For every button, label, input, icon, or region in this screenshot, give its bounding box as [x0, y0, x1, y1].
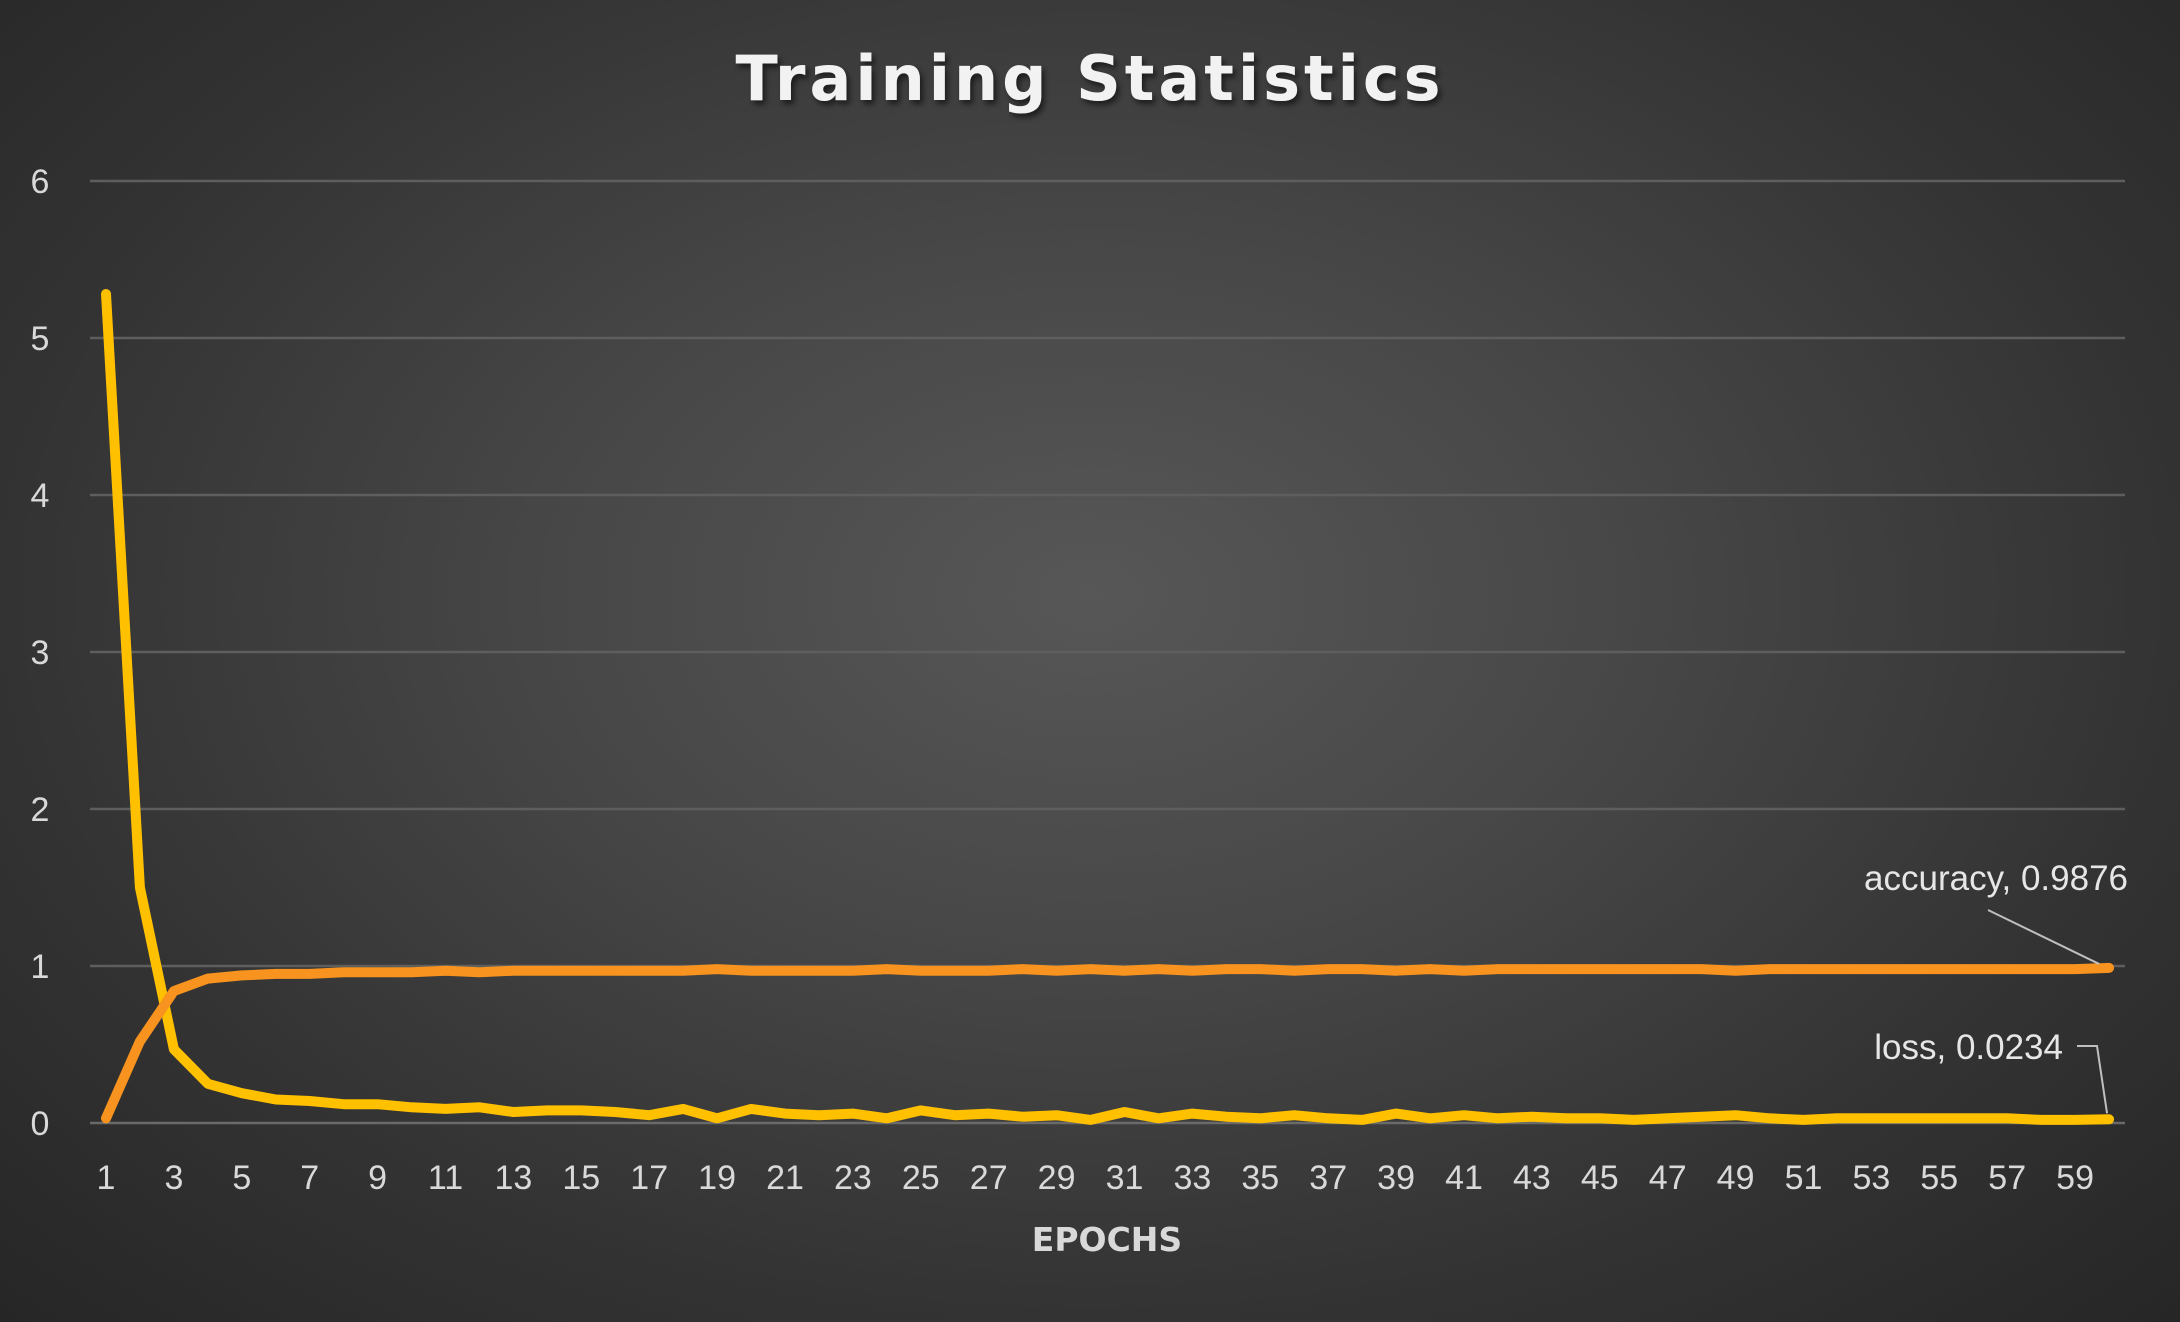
x-tick-label-9: 9 [368, 1159, 387, 1197]
x-tick-label-37: 37 [1309, 1159, 1347, 1197]
x-tick-label-5: 5 [232, 1159, 251, 1197]
x-tick-label-41: 41 [1445, 1159, 1483, 1197]
x-tick-label-15: 15 [562, 1159, 600, 1197]
y-tick-label-4: 4 [31, 477, 50, 515]
x-tick-label-51: 51 [1785, 1159, 1823, 1197]
series-lines [101, 289, 2115, 1125]
x-tick-label-17: 17 [630, 1159, 668, 1197]
loss-label-leader [2077, 1045, 2109, 1114]
x-tick-label-21: 21 [766, 1159, 804, 1197]
y-tick-label-5: 5 [31, 320, 50, 358]
x-tick-label-43: 43 [1513, 1159, 1551, 1197]
accuracy-data-label: accuracy, 0.9876 [1864, 859, 2128, 898]
y-axis-tick-labels: 0 1 2 3 4 5 6 [31, 163, 50, 1143]
x-tick-label-31: 31 [1106, 1159, 1144, 1197]
y-tick-label-1: 1 [31, 948, 50, 986]
x-tick-label-11: 11 [428, 1159, 463, 1197]
x-tick-label-27: 27 [970, 1159, 1008, 1197]
x-tick-label-25: 25 [902, 1159, 940, 1197]
x-tick-label-55: 55 [1920, 1159, 1958, 1197]
x-tick-label-57: 57 [1988, 1159, 2026, 1197]
accuracy-line [101, 962, 2115, 1124]
x-tick-label-59: 59 [2056, 1159, 2094, 1197]
loss-line [101, 289, 2115, 1125]
x-tick-label-29: 29 [1038, 1159, 1076, 1197]
x-tick-label-53: 53 [1852, 1159, 1890, 1197]
x-tick-label-1: 1 [97, 1159, 116, 1197]
x-tick-label-19: 19 [698, 1159, 736, 1197]
x-tick-label-13: 13 [494, 1159, 532, 1197]
x-axis-title: EPOCHS [1032, 1220, 1182, 1259]
x-tick-label-33: 33 [1173, 1159, 1211, 1197]
y-tick-label-3: 3 [31, 634, 50, 672]
x-tick-label-45: 45 [1581, 1159, 1619, 1197]
y-tick-label-0: 0 [31, 1105, 50, 1143]
accuracy-label-leader [1987, 909, 2100, 965]
chart-title: Training Statistics [735, 42, 1444, 115]
x-tick-label-49: 49 [1717, 1159, 1755, 1197]
x-tick-label-47: 47 [1649, 1159, 1687, 1197]
x-tick-label-7: 7 [300, 1159, 319, 1197]
x-tick-label-35: 35 [1241, 1159, 1279, 1197]
data-labels: accuracy, 0.9876 loss, 0.0234 [1864, 859, 2128, 1114]
x-tick-label-23: 23 [834, 1159, 872, 1197]
x-tick-label-3: 3 [164, 1159, 183, 1197]
y-tick-label-6: 6 [31, 163, 50, 201]
y-tick-label-2: 2 [31, 791, 50, 829]
x-tick-label-39: 39 [1377, 1159, 1415, 1197]
loss-data-label: loss, 0.0234 [1874, 1028, 2063, 1067]
gridlines [90, 179, 2125, 968]
x-axis-tick-labels: 1 3 5 7 9 11 13 15 17 19 21 23 25 27 29 31 33 35 37 39 41 43 4… [97, 1159, 2094, 1197]
